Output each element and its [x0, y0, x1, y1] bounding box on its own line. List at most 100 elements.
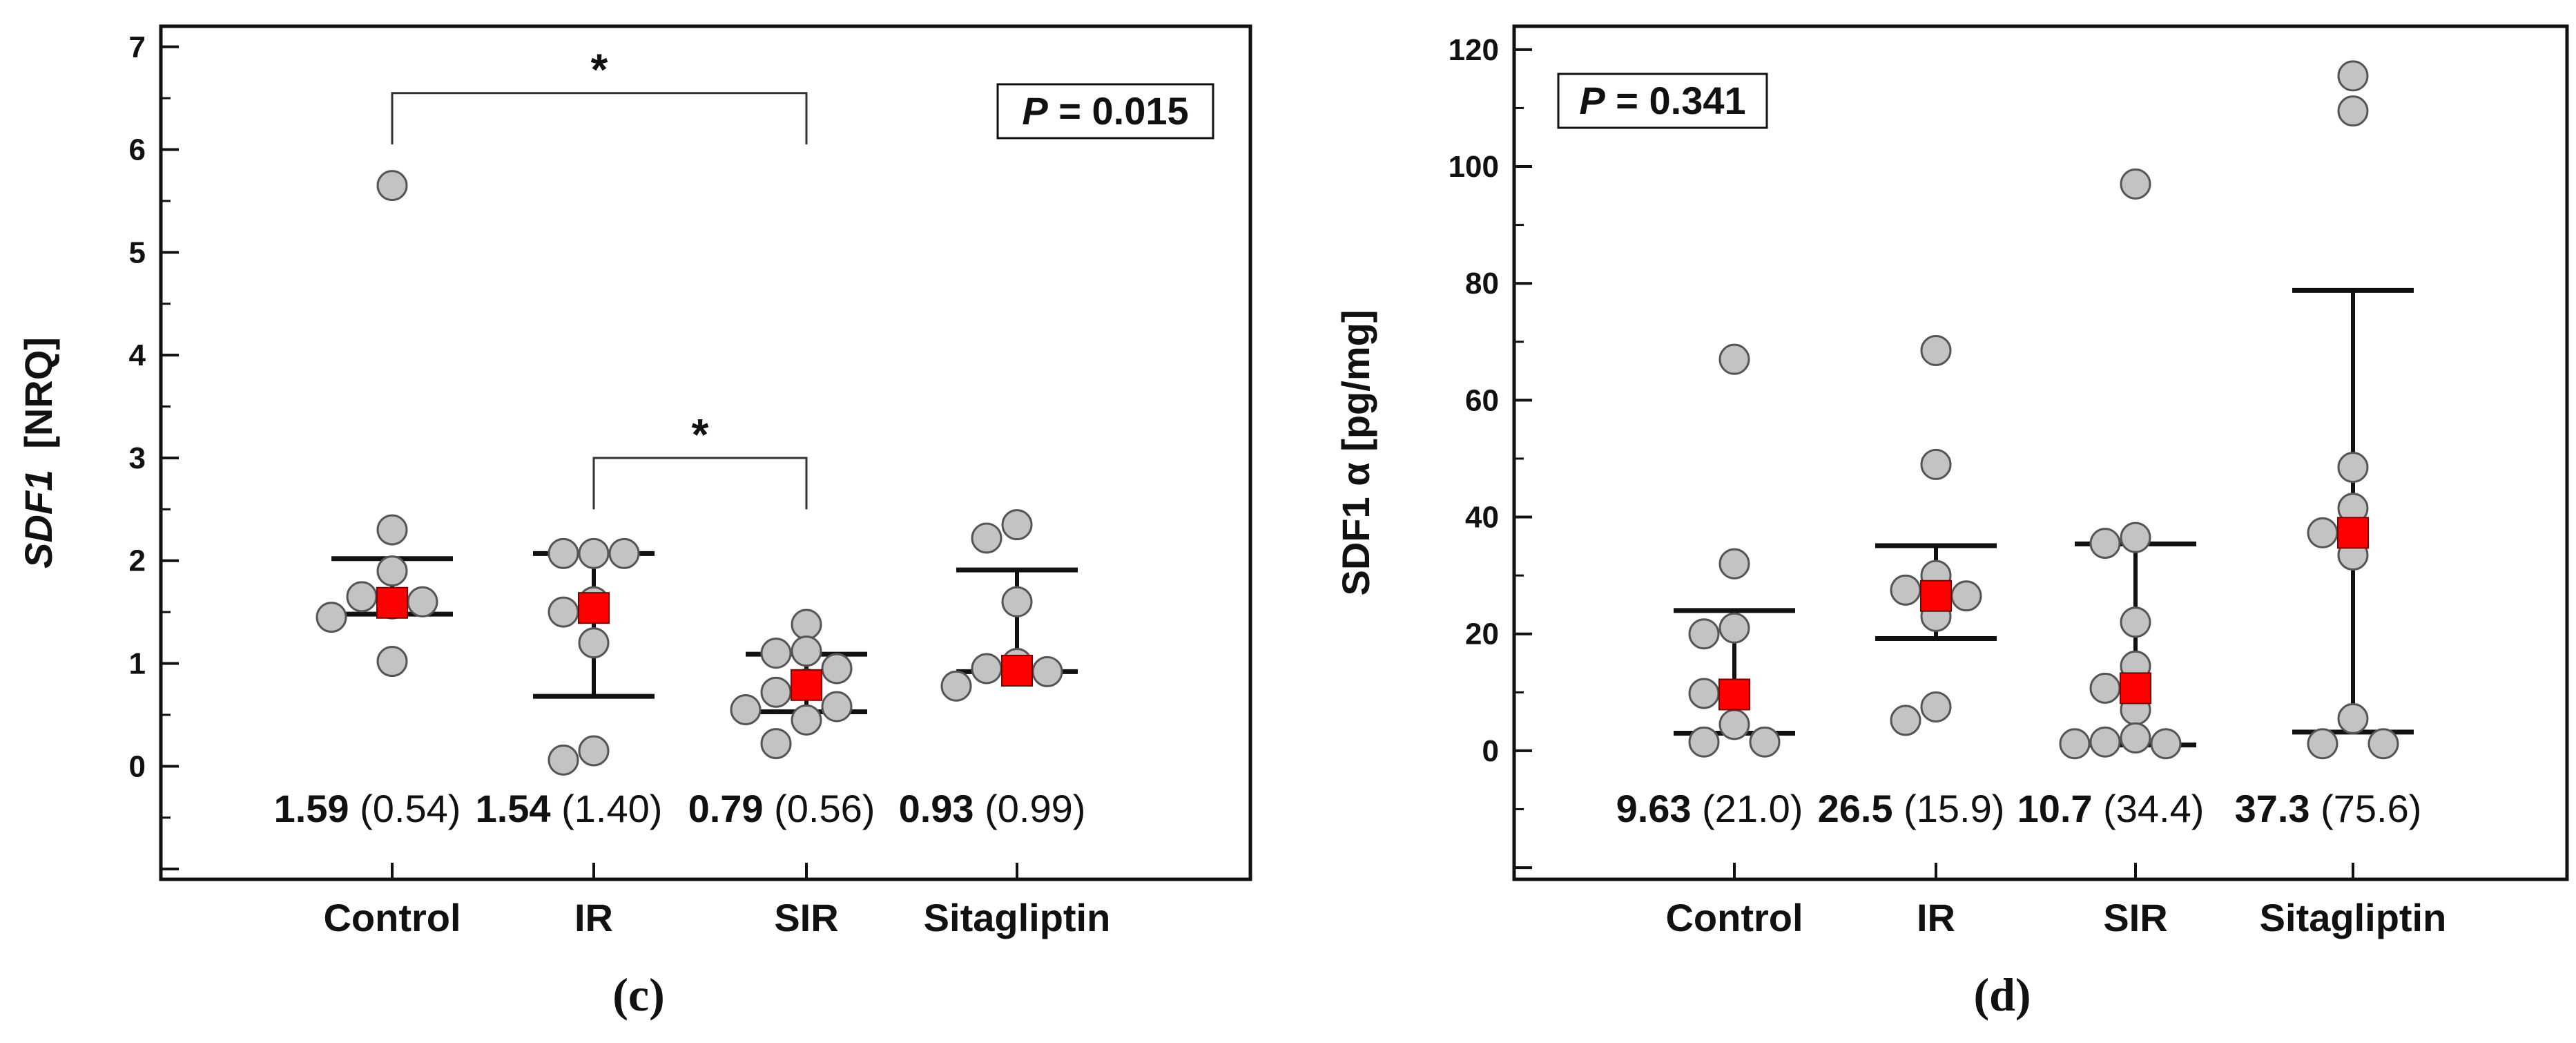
panel-c-median-value: 0.79: [688, 787, 764, 830]
panel-d-median-annotation: 26.5 (15.9): [1818, 787, 2005, 830]
panel-c-category-label: Control: [323, 896, 461, 939]
panel-d-data-point: [2089, 528, 2121, 559]
panel-c-data-point: [1001, 509, 1033, 541]
panel-d-data-point: [1920, 691, 1952, 723]
panel-c-ytick-label: 7: [129, 30, 146, 64]
panel-c-data-point: [760, 676, 792, 708]
panel-d-group-control: 9.63 (21.0): [1616, 343, 1803, 830]
panel-d-category-label: IR: [1917, 896, 1955, 939]
panel-d-data-point: [2089, 726, 2121, 758]
panel-c-data-point: [1032, 656, 1063, 687]
panel-c-median-value: 1.54: [476, 787, 551, 830]
panel-c-data-point: [971, 653, 1003, 685]
panel-d-ytick-label: 60: [1465, 383, 1499, 417]
panel-d-median-value: 37.3: [2235, 787, 2310, 830]
panel-c-ytick-label: 4: [129, 338, 146, 372]
panel-c-ytick-label: 2: [129, 544, 146, 578]
panel-d-ytick-label: 120: [1449, 33, 1499, 67]
panel-d-data-point: [1688, 726, 1720, 758]
panel-c-panel-label: (c): [612, 968, 664, 1021]
panel-c-data-point: [760, 638, 792, 669]
panel-d-data-point: [1920, 448, 1952, 480]
panel-d-median-annotation: 10.7 (34.4): [2017, 787, 2205, 830]
panel-c-y-axis-label: SDF1 [NRQ]: [17, 337, 60, 568]
panel-d-iqr-value: (15.9): [1893, 787, 2005, 830]
panel-d-data-point: [2120, 522, 2151, 553]
panel-c-median-annotation: 0.93 (0.99): [899, 787, 1086, 830]
panel-d-y-axis-label: SDF1 α [pg/mg]: [1334, 310, 1377, 596]
panel-c-median-annotation: 1.54 (1.40): [476, 787, 663, 830]
panel-c-category-label: Sitagliptin: [924, 896, 1111, 939]
panel-c-iqr-value: (0.56): [764, 787, 875, 830]
panel-c-data-point: [346, 581, 378, 613]
panel-c-p-value-box: [996, 83, 1214, 140]
panel-d-data-point: [2120, 722, 2151, 754]
panel-d-data-point: [1749, 726, 1781, 758]
panel-d-category-label: Sitagliptin: [2260, 896, 2447, 939]
panel-d-data-point: [1890, 705, 1921, 736]
panel-d-ytick-label: 80: [1465, 267, 1499, 300]
panel-d-median-value: 26.5: [1818, 787, 1893, 830]
panel-d-p-value-text: = 0.341: [1605, 79, 1746, 122]
panel-d-p-value-symbol: P: [1579, 79, 1605, 122]
panel-c-data-point: [578, 735, 610, 767]
panel-c-iqr-value: (0.54): [349, 787, 461, 830]
panel-c-data-point: [376, 646, 408, 678]
panel-c-plot-frame: [159, 24, 1252, 881]
panel-c-ytick-label: 5: [129, 236, 146, 269]
panel-d-group-ir: 26.5 (15.9): [1818, 334, 2005, 830]
panel-d-iqr-value: (34.4): [2093, 787, 2205, 830]
panel-d-data-point: [1718, 548, 1750, 580]
panel-c-p-value-symbol: P: [1022, 89, 1048, 133]
panel-c-data-point: [791, 704, 822, 736]
panel-d-data-point: [2150, 728, 2182, 760]
panel-c-data-point: [940, 670, 972, 702]
panel-d-data-point: [2120, 168, 2151, 200]
panel-c-data-point: [791, 635, 822, 667]
panel-d-p-value-box: [1557, 73, 1768, 129]
panel-c-bracket-line: [391, 92, 808, 145]
panel-d-data-point: [1688, 618, 1720, 650]
panel-d-iqr-value: (21.0): [1692, 787, 1803, 830]
panel-c-data-point: [578, 627, 610, 659]
panel-d-data-point: [1718, 612, 1750, 644]
panel-d-data-point: [2337, 702, 2369, 734]
panel-c-y-axis-label-unit: [NRQ]: [17, 337, 60, 449]
panel-d-p-value: P = 0.341: [1579, 79, 1745, 122]
panel-d-group-sir: 10.7 (34.4): [2017, 168, 2205, 830]
panel-d-data-point: [2337, 60, 2369, 92]
panel-c-median-annotation: 1.59 (0.54): [274, 787, 461, 830]
panel-c-significance-star: *: [692, 410, 709, 459]
panel-d-data-point: [2307, 517, 2338, 548]
panel-d-median-marker: [1920, 580, 1952, 612]
panel-c-data-point: [760, 728, 792, 760]
panel-c-data-point: [376, 170, 408, 202]
panel-d-data-point: [2367, 728, 2399, 760]
panel-d-ytick-label: 0: [1482, 734, 1499, 768]
panel-d-ytick-label: 20: [1465, 618, 1499, 651]
panel-c-data-point: [376, 555, 408, 587]
panel-c-median-marker: [578, 592, 610, 624]
panel-c-data-point: [376, 514, 408, 546]
panel-d-ytick-label: 40: [1465, 501, 1499, 535]
panel-d-median-annotation: 37.3 (75.6): [2235, 787, 2422, 830]
panel-c-data-point: [1001, 586, 1033, 618]
panel-c-data-point: [821, 691, 853, 723]
panel-c-ytick-label: 1: [129, 647, 146, 681]
panel-c-data-point: [407, 586, 438, 618]
panel-d-data-point: [2337, 452, 2369, 484]
panel-d-data-point: [1950, 580, 1982, 612]
panel-c-iqr-value: (0.99): [974, 787, 1086, 830]
panel-d-panel-label: (d): [1973, 968, 2031, 1021]
panel-d-data-point: [2120, 606, 2151, 638]
panel-c-category-label: IR: [574, 896, 613, 939]
panel-d-category-label: SIR: [2103, 896, 2167, 939]
panel-d-data-point: [2307, 728, 2338, 760]
panel-c-data-point: [608, 537, 640, 569]
panel-d-median-annotation: 9.63 (21.0): [1616, 787, 1803, 830]
panel-d-data-point: [1688, 678, 1720, 709]
panel-d-data-point: [1718, 709, 1750, 740]
panel-d-data-point: [1890, 574, 1921, 606]
panel-d-data-point: [1718, 343, 1750, 375]
